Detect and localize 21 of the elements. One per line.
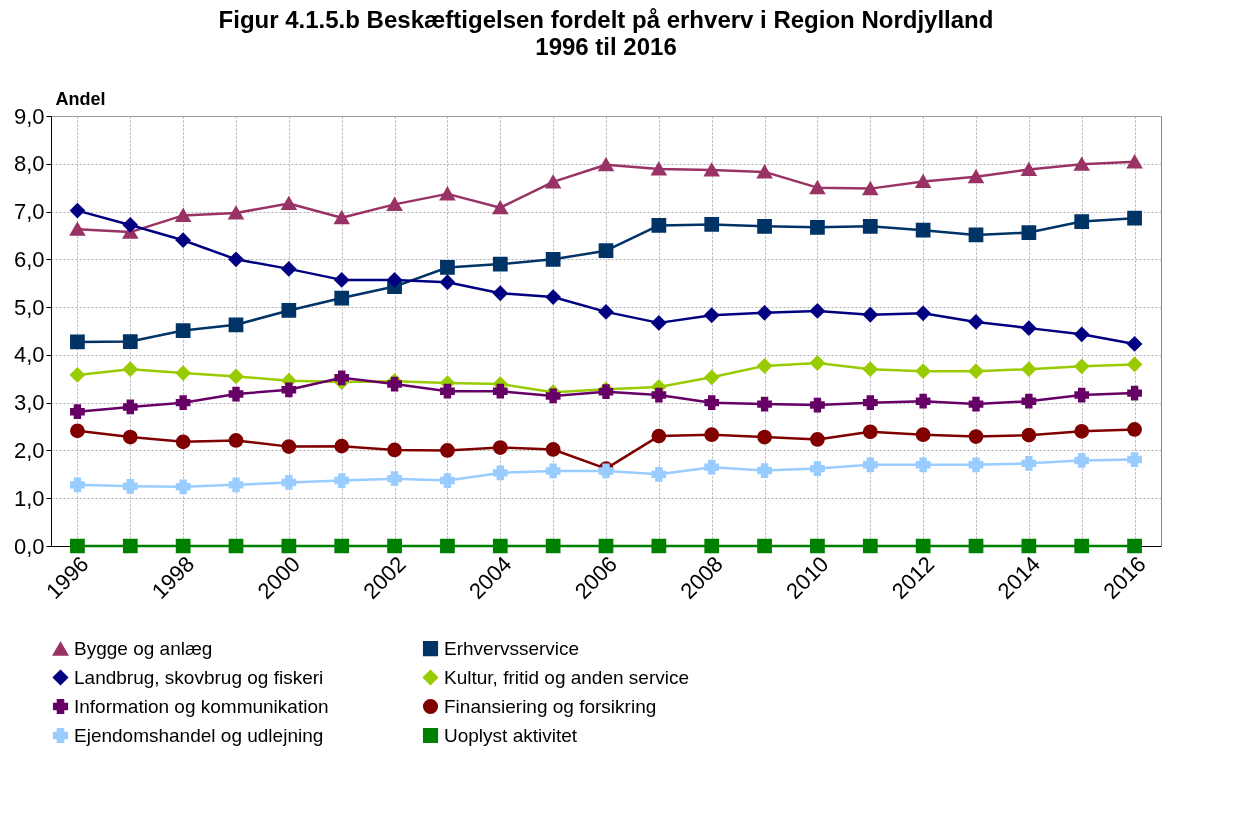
y-tick-label: 6,0: [13, 246, 45, 272]
y-tick-label: 3,0: [13, 390, 45, 416]
legend-label: Erhvervsservice: [444, 637, 580, 659]
y-tick-label: 8,0: [13, 151, 45, 177]
y-axis-title: Andel: [55, 88, 106, 109]
legend-label: Bygge og anlæg: [74, 638, 213, 660]
legend-label: Kultur, fritid og anden service: [444, 666, 690, 688]
y-tick-label: 1,0: [13, 485, 45, 511]
chart-subtitle: 1996 til 2016: [535, 33, 677, 60]
legend-label: Finansiering og forsikring: [444, 695, 657, 717]
y-tick-label: 7,0: [13, 199, 45, 225]
y-tick-label: 2,0: [13, 437, 45, 463]
legend-label: Ejendomshandel og udlejning: [74, 724, 324, 746]
y-tick-label: 5,0: [13, 294, 45, 320]
y-tick-label: 4,0: [13, 342, 45, 368]
chart-title: Figur 4.1.5.b Beskæftigelsen fordelt på erhverv i Region Nordjylland: [218, 6, 994, 33]
y-tick-label: 9,0: [13, 103, 45, 129]
legend-label: Information og kommunikation: [74, 695, 329, 717]
legend-label: Landbrug, skovbrug og fiskeri: [74, 666, 324, 688]
y-tick-label: 0,0: [13, 533, 45, 559]
legend-label: Uoplyst aktivitet: [444, 724, 578, 746]
